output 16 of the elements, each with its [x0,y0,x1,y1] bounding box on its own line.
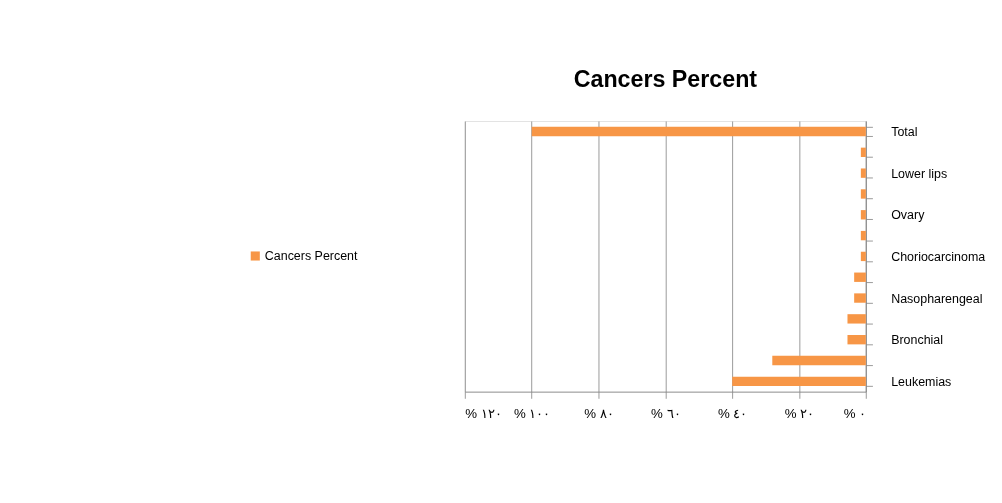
y-tick-label: Leukemias [891,374,952,389]
x-tick-label: % ٠ [843,405,867,421]
x-tick-label: % ٨٠ [584,405,614,421]
x-tick-label: % ٤٠ [717,405,748,421]
chart-title: Cancers Percent [573,66,758,93]
y-tick-label: Bronchial [891,333,944,348]
x-tick-label: % ١٠٠ [513,405,551,421]
legend-label: Cancers Percent [264,249,358,264]
y-tick-label: Nasopharengeal [891,291,983,306]
x-tick-label: % ٦٠ [651,405,681,421]
y-tick-label: Lower lips [891,166,948,181]
y-tick-label: Total [891,125,918,140]
y-tick-label: Choriocarcinoma [891,249,986,264]
x-tick-label: % ٢٠ [784,405,815,421]
x-tick-label: % ١٢٠ [465,405,502,421]
y-tick-label: Ovary [891,208,926,223]
